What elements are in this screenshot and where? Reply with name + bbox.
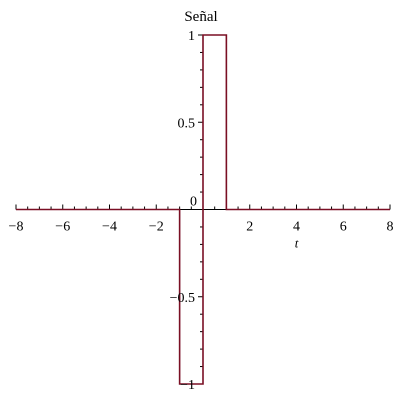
x-tick-label: −4 xyxy=(102,220,117,235)
y-tick-label: −0.5 xyxy=(170,291,195,306)
signal-line xyxy=(16,34,390,385)
x-tick-label: −6 xyxy=(55,220,70,235)
x-tick-label: 8 xyxy=(387,220,394,235)
origin-label: 0 xyxy=(190,195,197,210)
x-tick-label: 4 xyxy=(293,220,300,235)
tick-labels: −8 −6 −4 −2 2 4 6 8 0 1 0.5 −0.5 −1 t xyxy=(9,29,394,393)
x-tick-label: −2 xyxy=(149,220,164,235)
chart-title: Señal xyxy=(184,9,217,25)
y-tick-label: 0.5 xyxy=(178,116,196,131)
x-tick-label: 2 xyxy=(246,220,253,235)
y-tick-label: −1 xyxy=(180,378,195,393)
x-tick-label: 6 xyxy=(340,220,347,235)
series-layer xyxy=(16,34,390,385)
x-axis-label: t xyxy=(295,236,299,251)
x-tick-label: −8 xyxy=(9,220,24,235)
y-tick-label: 1 xyxy=(188,29,195,44)
